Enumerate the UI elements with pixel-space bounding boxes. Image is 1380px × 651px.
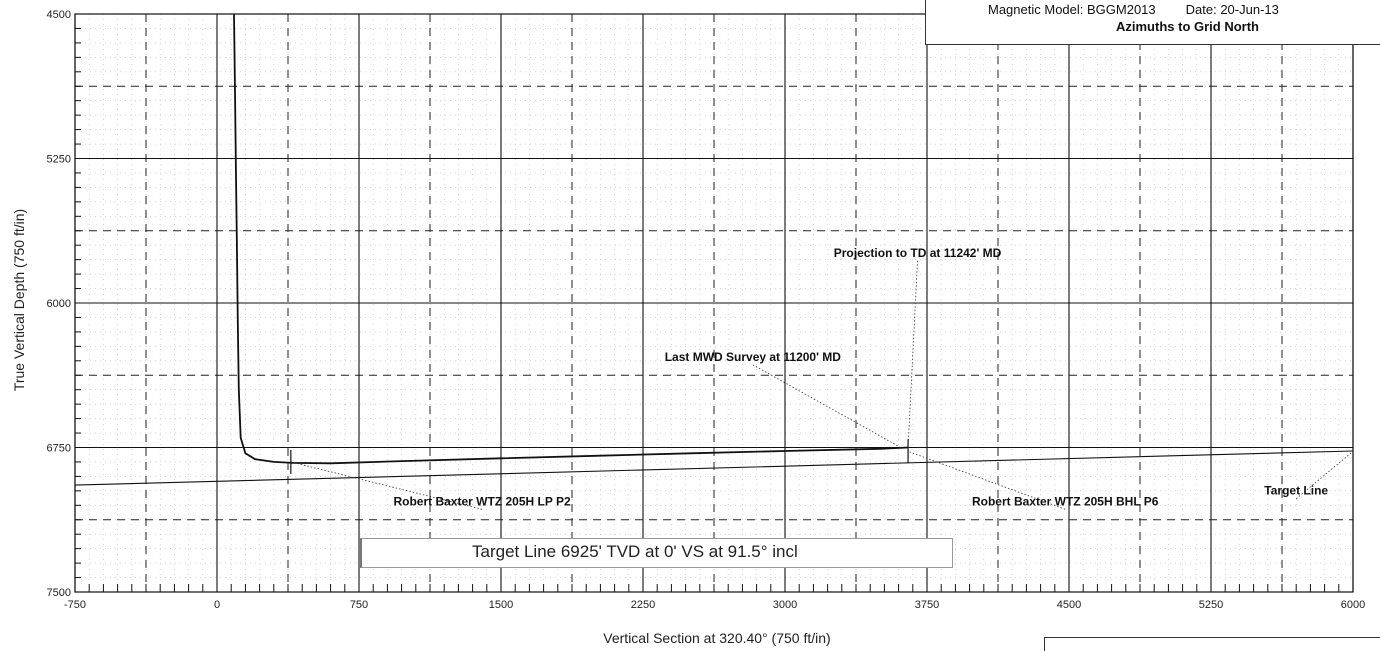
x-tick-label: 1500 — [489, 599, 513, 611]
x-tick-label: 4500 — [1057, 599, 1081, 611]
axes — [74, 13, 1354, 593]
y-tick-label: 6750 — [47, 443, 71, 455]
x-tick-label: 3750 — [915, 599, 939, 611]
x-tick-label: 6000 — [1341, 599, 1365, 611]
x-tick-label: 3000 — [773, 599, 797, 611]
target-line-legend-text: Target Line 6925' TVD at 0' VS at 91.5° … — [472, 542, 798, 561]
series-layer — [74, 13, 1354, 486]
annotation-label: Robert Baxter WTZ 205H LP P2 — [393, 494, 570, 508]
annotation-leader — [290, 461, 483, 510]
azimuth-reference: Azimuths to Grid North — [1116, 19, 1259, 34]
tick-labels: -750 0 750 1500 2250 3000 3750 4500 5250 6000 4500… — [47, 9, 1366, 611]
annotation-label: Target Line — [1264, 484, 1328, 498]
annotation-label: Last MWD Survey at 11200' MD — [665, 350, 842, 364]
annotations-layer: Projection to TD at 11242' MD Last MWD Su… — [290, 246, 1354, 510]
y-tick-label: 4500 — [47, 9, 71, 21]
x-tick-label: 750 — [350, 599, 368, 611]
x-tick-label: -750 — [64, 599, 86, 611]
y-tick-label: 5250 — [47, 154, 71, 166]
y-axis-title: True Vertical Depth (750 ft/in) — [11, 209, 27, 391]
grid — [74, 13, 1354, 593]
header-row-1: Magnetic Model: BGGM2013 Date: 20-Jun-13 — [988, 2, 1279, 18]
x-axis-title: Vertical Section at 320.40° (750 ft/in) — [603, 630, 830, 646]
target-line-line — [74, 450, 1354, 486]
header-box: Magnetic Model: BGGM2013 Date: 20-Jun-13 … — [925, 0, 1380, 45]
y-tick-label: 7500 — [47, 587, 71, 599]
annotation-label: Projection to TD at 11242' MD — [834, 246, 1002, 260]
date-label: Date: 20-Jun-13 — [1185, 2, 1279, 17]
corner-box — [1044, 637, 1380, 651]
y-tick-label: 6000 — [47, 298, 71, 310]
x-tick-label: 0 — [214, 599, 220, 611]
target-line-legend: Target Line 6925' TVD at 0' VS at 91.5° … — [360, 538, 953, 568]
x-tick-label: 5250 — [1199, 599, 1223, 611]
annotation-label: Robert Baxter WTZ 205H BHL P6 — [972, 494, 1159, 508]
magnetic-model: Magnetic Model: BGGM2013 — [988, 2, 1156, 17]
annotation-leader — [752, 364, 903, 449]
x-tick-label: 2250 — [631, 599, 655, 611]
wellbore-line — [233, 13, 909, 465]
